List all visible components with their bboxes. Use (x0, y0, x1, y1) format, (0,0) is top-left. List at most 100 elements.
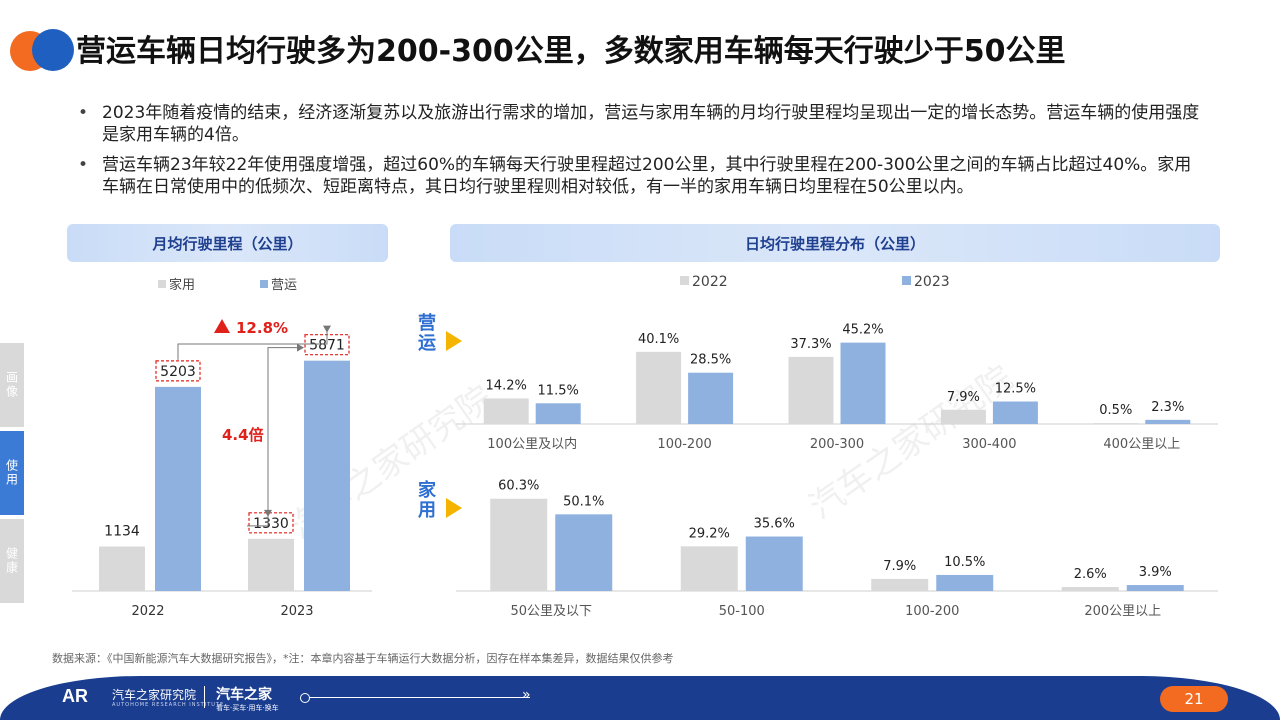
page-number: 21 (1160, 686, 1228, 712)
bar (555, 514, 613, 591)
bar (636, 351, 682, 424)
bar (680, 546, 738, 591)
x-tick-label: 100-200 (657, 437, 711, 452)
progress-dot-icon (300, 693, 310, 703)
data-label-box (304, 334, 350, 356)
monthly-mileage-chart: 家用 营运 2022 1134 5203 2023 1330 5871 12.8% 4.4倍 (72, 277, 372, 619)
arrow-head-icon (297, 343, 304, 352)
bar (99, 546, 145, 591)
data-label: 11.5% (538, 383, 579, 398)
data-label: 37.3% (790, 337, 831, 352)
data-label: 10.5% (944, 555, 985, 570)
x-tick-label: 2022 (131, 604, 164, 619)
data-label: 50.1% (563, 494, 604, 509)
group-label: 家 (418, 479, 437, 501)
data-label-box (248, 512, 294, 534)
multiple-label: 4.4倍 (222, 426, 264, 444)
bar (483, 398, 529, 424)
legend-label: 2022 (692, 274, 728, 290)
data-label: 40.1% (638, 332, 679, 347)
data-label: 7.9% (883, 559, 916, 574)
play-arrow-icon (446, 498, 462, 518)
bar (992, 401, 1038, 424)
data-label: 0.5% (1099, 403, 1132, 418)
footer-divider (204, 686, 205, 708)
bar (936, 574, 994, 591)
watermark-text: 汽车之家研究院 (282, 378, 500, 547)
legend-swatch (158, 280, 166, 288)
bar (304, 360, 350, 591)
legend-label: 2023 (914, 274, 950, 290)
legend-swatch (902, 276, 911, 285)
group-label: 营 (418, 312, 436, 334)
bar (1145, 419, 1191, 424)
growth-connector (177, 327, 328, 360)
bar (688, 372, 734, 424)
daily-mileage-distribution-chart: 2022 2023 营运 100公里及以内 14.2% 11.5% 100-200 40.1%… (418, 274, 1218, 619)
daily-chart-header: 日均行驶里程分布（公里） (450, 224, 1220, 262)
bar (745, 536, 803, 591)
double-chevron-right-icon: » (522, 687, 531, 703)
triangle-up-icon (214, 319, 230, 333)
arrow-head-icon (264, 509, 272, 517)
legend-label: 家用 (169, 277, 195, 293)
data-label-box (155, 360, 201, 382)
x-tick-label: 50公里及以下 (510, 604, 592, 619)
bar (840, 342, 886, 424)
bar (1061, 587, 1119, 591)
play-arrow-icon (446, 331, 462, 351)
x-tick-label: 200-300 (810, 437, 864, 452)
page-title: 营运车辆日均行驶多为200-300公里，多数家用车辆每天行驶少于50公里 (76, 34, 1066, 69)
data-label: 28.5% (690, 353, 731, 368)
data-label: 60.3% (498, 479, 539, 494)
footer: AR 汽车之家研究院 AUTOHOME RESEARCH INSTITUTE 汽… (0, 676, 1280, 720)
growth-label: 12.8% (236, 319, 288, 337)
legend-swatch (260, 280, 268, 288)
bar (490, 498, 548, 591)
data-label: 12.5% (995, 382, 1036, 397)
tab-profile[interactable]: 画像 (0, 343, 24, 427)
data-label: 7.9% (947, 390, 980, 405)
watermark-text: 汽车之家研究院 (802, 358, 1020, 527)
data-label: 3.9% (1139, 565, 1172, 580)
data-label: 1330 (253, 516, 289, 532)
data-label: 2.6% (1074, 567, 1107, 582)
data-label: 2.3% (1151, 400, 1184, 415)
data-label: 29.2% (689, 526, 730, 541)
summary-bullets: 2023年随着疫情的结束，经济逐渐复苏以及旅游出行需求的增加，营运与家用车辆的月… (78, 102, 1203, 206)
x-tick-label: 400公里以上 (1103, 437, 1180, 452)
tab-health[interactable]: 健康 (0, 519, 24, 603)
progress-line (304, 697, 530, 698)
tab-usage[interactable]: 使用 (0, 431, 24, 515)
group-label: 运 (418, 333, 436, 354)
bullet-item: 2023年随着疫情的结束，经济逐渐复苏以及旅游出行需求的增加，营运与家用车辆的月… (78, 102, 1203, 146)
bar (155, 386, 201, 591)
bar (1126, 585, 1184, 591)
multiple-connector (247, 347, 303, 527)
arrow-head-icon (323, 325, 331, 333)
bar (535, 403, 581, 424)
institute-name-en: AUTOHOME RESEARCH INSTITUTE (112, 702, 225, 708)
x-tick-label: 100公里及以内 (487, 436, 577, 452)
data-label: 45.2% (842, 323, 883, 338)
x-tick-label: 100-200 (905, 604, 959, 619)
x-tick-label: 50-100 (719, 604, 765, 619)
section-tabs: 画像 使用 健康 (0, 343, 24, 607)
bar (248, 538, 294, 591)
footer-background (0, 676, 1280, 720)
bar (1093, 423, 1139, 424)
brand-name: 汽车之家 (216, 687, 272, 703)
bar (871, 578, 929, 591)
data-label: 1134 (104, 524, 140, 540)
institute-name: 汽车之家研究院 (112, 688, 197, 702)
bullet-item: 营运车辆23年较22年使用强度增强，超过60%的车辆每天行驶里程超过200公里，… (78, 154, 1203, 198)
bar (940, 409, 986, 424)
data-label: 14.2% (486, 378, 527, 393)
monthly-chart-header: 月均行驶里程（公里） (67, 224, 388, 262)
title-decoration (10, 29, 74, 71)
legend-swatch (680, 276, 689, 285)
data-label: 5203 (160, 364, 196, 380)
data-label: 5871 (309, 338, 345, 354)
legend-label: 营运 (271, 278, 297, 293)
institute-logo-icon: AR (62, 686, 88, 706)
